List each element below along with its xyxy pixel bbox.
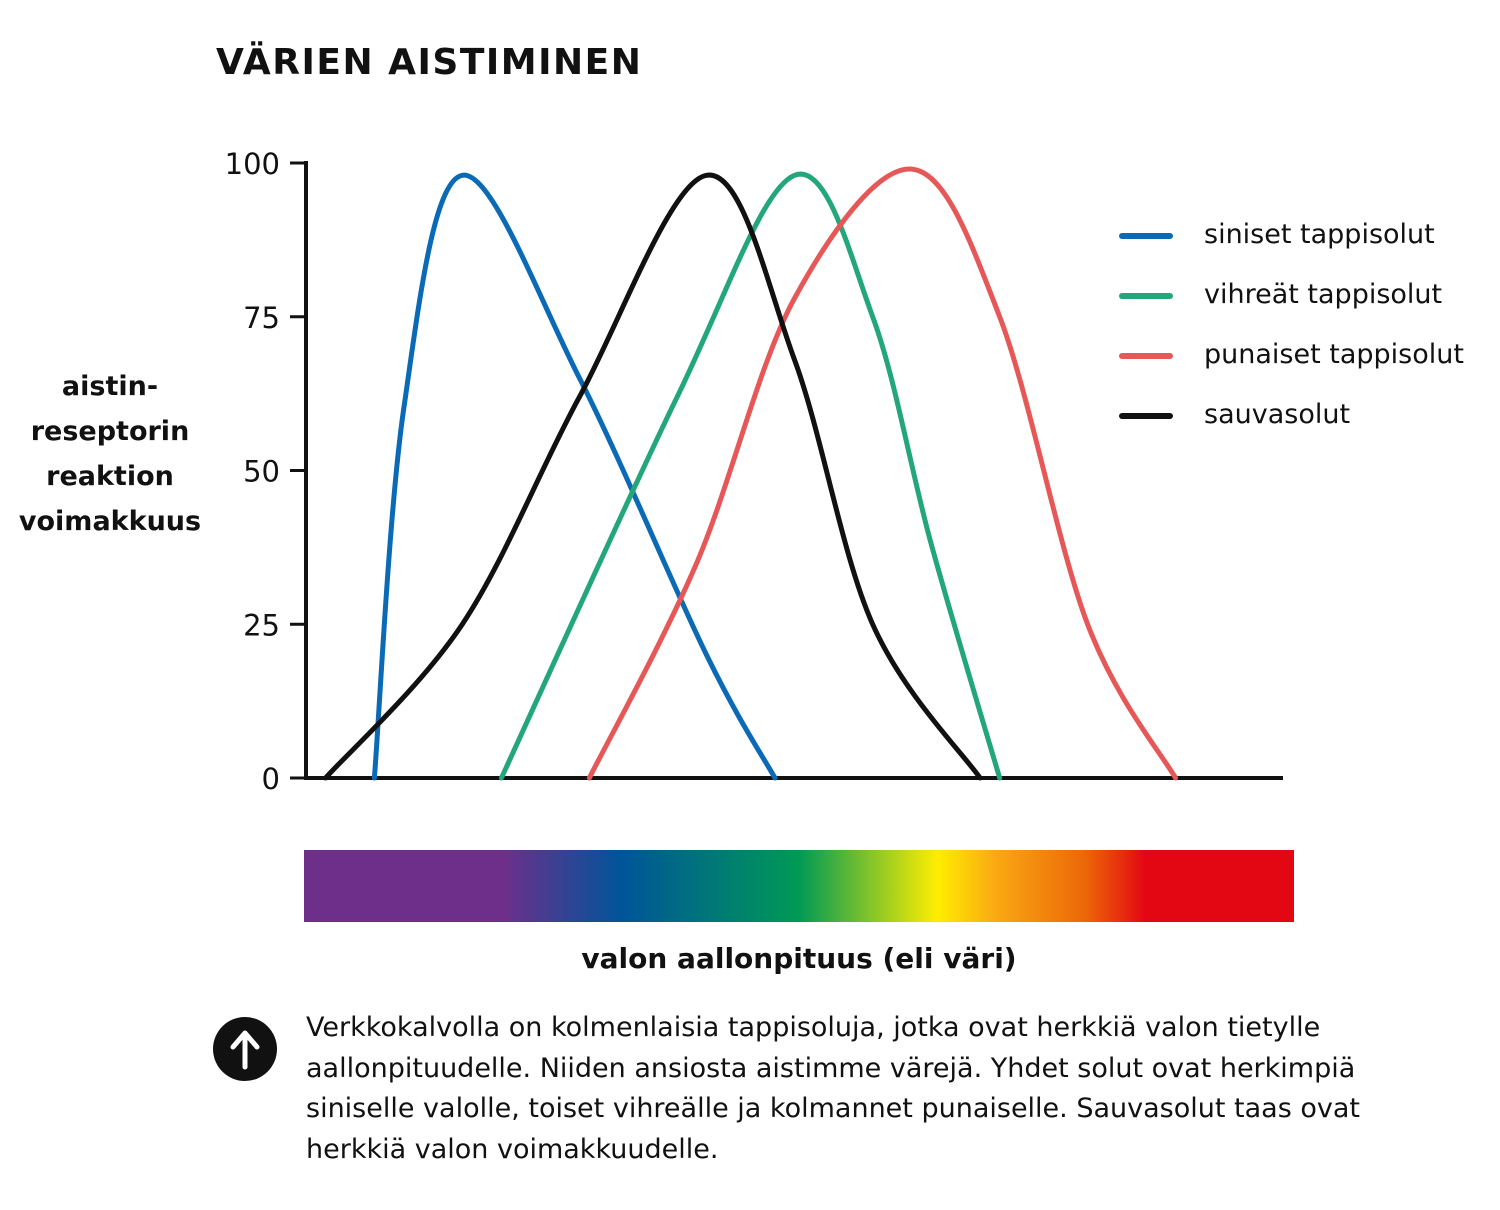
chart-legend: siniset tappisolut vihreät tappisolut puna… (1119, 219, 1464, 430)
legend-label: sauvasolut (1204, 399, 1350, 430)
y-axis-label-line: reseptorin (30, 416, 190, 447)
y-axis-label-line: reaktion (46, 461, 174, 492)
y-axis-label-line: aistin- (61, 371, 159, 402)
series-line (323, 172, 983, 781)
chart-axes (304, 161, 1283, 780)
series-line (371, 172, 778, 781)
page-title: VÄRIEN AISTIMINEN (216, 42, 643, 83)
up-arrow-icon (213, 1017, 277, 1081)
caption-text: Verkkokalvolla on kolmenlaisia tappisolu… (306, 1012, 1360, 1165)
y-axis-label-line: voimakkuus (18, 506, 202, 537)
y-tick-label: 25 (243, 608, 280, 642)
y-tick-label: 100 (225, 147, 280, 181)
legend-label: siniset tappisolut (1204, 219, 1435, 250)
legend-label: punaiset tappisolut (1204, 339, 1464, 370)
x-axis-label: valon aallonpituus (eli väri) (581, 942, 1017, 975)
series-line (498, 171, 1003, 781)
series-line (586, 166, 1179, 781)
y-axis-label: aistin- reseptorin reaktion voimakkuus (12, 364, 208, 544)
chart-series (323, 166, 1179, 781)
y-tick-label: 50 (243, 455, 280, 489)
legend-label: vihreät tappisolut (1204, 279, 1442, 310)
y-axis-ticks: 0 25 50 75 100 (225, 147, 306, 796)
y-tick-label: 75 (243, 301, 280, 335)
y-tick-label: 0 (262, 762, 280, 796)
color-spectrum-bar (304, 850, 1294, 922)
